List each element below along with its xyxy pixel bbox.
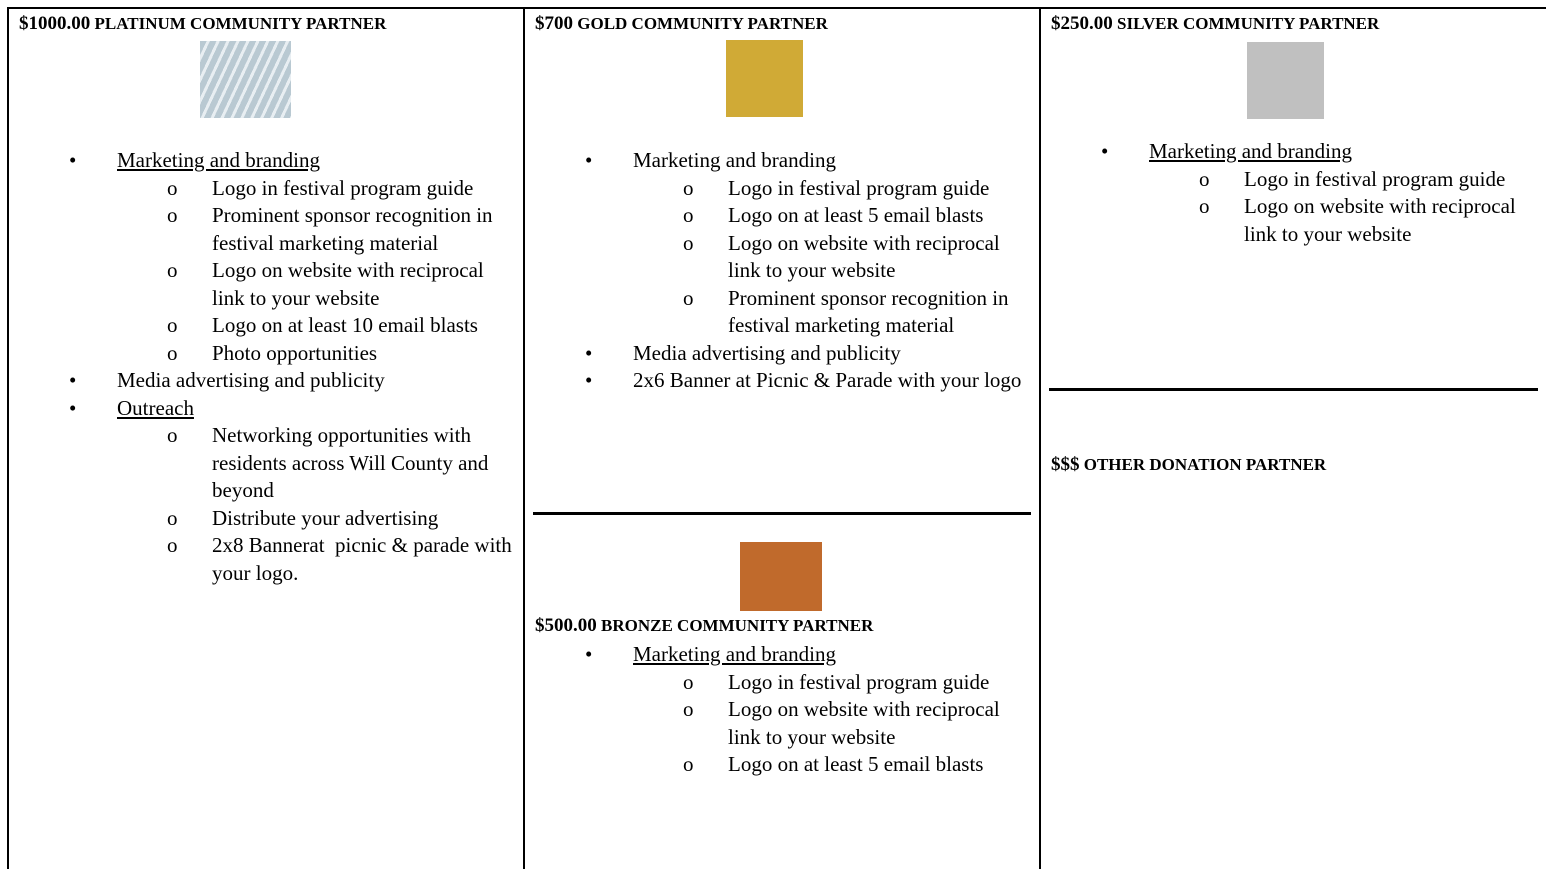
sub-item: Logo on website with reciprocal link to … bbox=[728, 697, 1005, 749]
tier-image bbox=[1247, 42, 1324, 119]
sub-item: Logo on website with reciprocal link to … bbox=[1244, 194, 1521, 246]
sub-bullet: o bbox=[683, 697, 694, 721]
section-heading: $700 GOLD COMMUNITY PARTNER bbox=[535, 13, 828, 35]
price: $$$ bbox=[1051, 454, 1080, 475]
tier-image bbox=[726, 40, 803, 117]
sub-bullet: o bbox=[167, 175, 178, 200]
sub-bullet: o bbox=[167, 340, 178, 365]
section-heading: $1000.00 PLATINUM COMMUNITY PARTNER bbox=[19, 13, 386, 35]
tier-title: GOLD COMMUNITY PARTNER bbox=[577, 14, 828, 33]
bullet: • bbox=[69, 148, 77, 172]
tier-title: SILVER COMMUNITY PARTNER bbox=[1117, 14, 1380, 33]
sub-item: Logo in festival program guide bbox=[212, 175, 474, 200]
bullet: • bbox=[69, 368, 77, 392]
section-divider bbox=[533, 512, 1031, 515]
sub-item: Logo on at least 5 email blasts bbox=[728, 203, 984, 227]
sub-item: Prominent sponsor recognition in festiva… bbox=[212, 203, 498, 255]
sub-bullet: o bbox=[167, 505, 178, 530]
sub-item: Logo on website with reciprocal link to … bbox=[212, 258, 489, 310]
column: $700 GOLD COMMUNITY PARTNER • Marketing an… bbox=[523, 7, 1039, 869]
sub-bullet: o bbox=[1199, 194, 1210, 218]
tier-title: PLATINUM COMMUNITY PARTNER bbox=[94, 14, 387, 33]
section-heading: $$$ OTHER DONATION PARTNER bbox=[1051, 454, 1326, 476]
tier-title: BRONZE COMMUNITY PARTNER bbox=[601, 616, 874, 635]
price: $1000.00 bbox=[19, 13, 91, 34]
tier-image bbox=[740, 542, 822, 611]
list-item: Marketing and branding bbox=[1149, 139, 1352, 163]
section-divider bbox=[1049, 388, 1538, 391]
sub-bullet: o bbox=[167, 423, 178, 447]
sub-bullet: o bbox=[167, 203, 178, 227]
price: $250.00 bbox=[1051, 13, 1113, 34]
list-item: Media advertising and publicity bbox=[117, 368, 385, 392]
list-item: Marketing and branding bbox=[633, 642, 836, 666]
list-item: Outreach bbox=[117, 395, 194, 420]
sub-item: Distribute your advertising bbox=[212, 505, 439, 530]
sub-bullet: o bbox=[683, 669, 694, 694]
sub-bullet: o bbox=[683, 752, 694, 776]
bullet: • bbox=[585, 368, 593, 392]
sub-item: Logo on at least 5 email blasts bbox=[728, 752, 984, 776]
bullet: • bbox=[1101, 139, 1109, 163]
section-heading: $250.00 SILVER COMMUNITY PARTNER bbox=[1051, 13, 1379, 35]
sub-bullet: o bbox=[1199, 166, 1210, 191]
sub-item: Prominent sponsor recognition in festiva… bbox=[728, 285, 1014, 338]
tier-image bbox=[200, 41, 291, 118]
sub-item: Logo in festival program guide bbox=[728, 175, 990, 200]
price: $500.00 bbox=[535, 615, 597, 636]
sub-bullet: o bbox=[683, 230, 694, 255]
sub-item: Logo in festival program guide bbox=[1244, 166, 1506, 191]
sub-bullet: o bbox=[683, 285, 694, 310]
list-item: Marketing and branding bbox=[633, 148, 836, 172]
sub-bullet: o bbox=[167, 533, 178, 557]
list-item: 2x6 Banner at Picnic & Parade with your … bbox=[633, 368, 1022, 392]
sub-bullet: o bbox=[683, 203, 694, 227]
sub-bullet: o bbox=[167, 258, 178, 282]
sub-item: Networking opportunities with residents … bbox=[212, 423, 494, 502]
sub-item: 2x8 Bannerat picnic & parade with your l… bbox=[212, 533, 517, 585]
column: $250.00 SILVER COMMUNITY PARTNER • Marketi… bbox=[1039, 7, 1546, 869]
list-item: Marketing and branding bbox=[117, 148, 320, 172]
sub-item: Logo on at least 10 email blasts bbox=[212, 313, 478, 337]
price: $700 bbox=[535, 13, 573, 34]
column: $1000.00 PLATINUM COMMUNITY PARTNER • Mark… bbox=[7, 7, 523, 869]
list-item: Media advertising and publicity bbox=[633, 340, 901, 365]
sub-item: Logo in festival program guide bbox=[728, 669, 990, 694]
tier-title: OTHER DONATION PARTNER bbox=[1083, 455, 1327, 474]
sub-item: Photo opportunities bbox=[212, 340, 378, 365]
sub-bullet: o bbox=[683, 175, 694, 200]
sub-bullet: o bbox=[167, 313, 178, 337]
bullet: • bbox=[585, 340, 593, 365]
bullet: • bbox=[69, 395, 77, 420]
sub-item: Logo on website with reciprocal link to … bbox=[728, 230, 1005, 283]
bullet: • bbox=[585, 148, 593, 172]
section-heading: $500.00 BRONZE COMMUNITY PARTNER bbox=[535, 615, 873, 637]
bullet: • bbox=[585, 642, 593, 666]
